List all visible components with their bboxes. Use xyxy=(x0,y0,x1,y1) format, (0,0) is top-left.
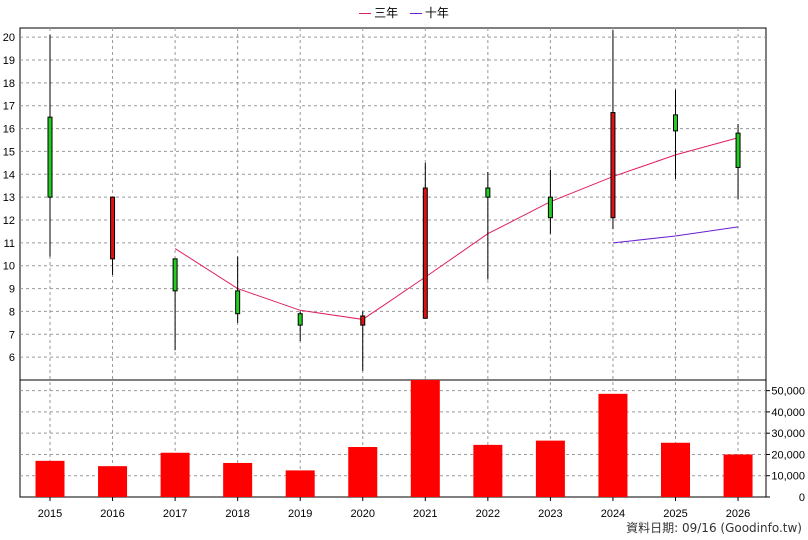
volume-bar xyxy=(285,470,315,497)
x-tick-label: 2016 xyxy=(100,508,124,520)
legend-swatch-3y xyxy=(359,13,372,14)
volume-bar xyxy=(473,444,503,497)
price-y-tick-label: 6 xyxy=(9,352,15,364)
x-tick-label: 2021 xyxy=(413,508,437,520)
candle-body xyxy=(110,196,116,260)
legend-item-10y: 十年 xyxy=(409,4,449,21)
volume-bar xyxy=(410,380,440,497)
price-y-tick-label: 7 xyxy=(9,329,15,341)
candle-body xyxy=(485,187,491,198)
price-y-tick-label: 20 xyxy=(3,32,15,44)
ma-line xyxy=(612,226,739,244)
candle-body xyxy=(360,315,366,326)
chart-legend: 三年 十年 xyxy=(0,4,808,21)
price-y-tick-label: 10 xyxy=(3,261,15,273)
legend-label-10y: 十年 xyxy=(424,6,449,20)
x-tick-label: 2022 xyxy=(476,508,500,520)
volume-bar xyxy=(98,466,128,497)
x-tick-label: 2018 xyxy=(225,508,249,520)
volume-bar xyxy=(661,442,690,497)
volume-bar xyxy=(598,393,628,497)
price-y-tick-label: 13 xyxy=(3,192,15,204)
candle-body xyxy=(673,114,678,132)
volume-bar xyxy=(160,452,190,497)
volume-y-tick-label: 10,000 xyxy=(771,471,805,483)
price-y-tick-label: 12 xyxy=(3,215,15,227)
volume-bar xyxy=(348,447,378,497)
legend-label-3y: 三年 xyxy=(374,6,399,20)
volume-bar xyxy=(35,460,65,497)
candle-body xyxy=(47,116,53,198)
candle-body xyxy=(735,132,741,168)
data-date-footer: 資料日期: 09/16 (Goodinfo.tw) xyxy=(626,521,802,535)
x-tick-label: 2023 xyxy=(538,508,562,520)
x-tick-label: 2026 xyxy=(726,508,750,520)
plot-frame xyxy=(19,27,767,498)
price-y-tick-label: 16 xyxy=(3,124,15,136)
x-tick-label: 2019 xyxy=(288,508,312,520)
volume-y-tick-label: 40,000 xyxy=(771,407,805,419)
candle-body xyxy=(172,258,178,292)
legend-swatch-10y xyxy=(409,13,422,14)
price-y-tick-label: 11 xyxy=(4,238,15,250)
x-tick-label: 2020 xyxy=(351,508,375,520)
volume-y-tick-label: 50,000 xyxy=(771,386,805,398)
volume-bar xyxy=(223,462,253,497)
price-y-tick-label: 9 xyxy=(9,284,15,296)
volume-bar xyxy=(535,440,565,497)
volume-y-tick-label: 20,000 xyxy=(771,449,805,461)
volume-y-tick-label: 30,000 xyxy=(771,428,805,440)
x-tick-label: 2015 xyxy=(38,508,62,520)
x-tick-label: 2025 xyxy=(663,508,687,520)
price-y-tick-label: 18 xyxy=(3,78,15,90)
price-y-tick-label: 19 xyxy=(3,55,15,67)
x-tick-label: 2024 xyxy=(601,508,625,520)
ma-line xyxy=(174,137,739,320)
x-tick-label: 2017 xyxy=(163,508,187,520)
price-y-tick-label: 17 xyxy=(3,101,15,113)
candle-body xyxy=(297,313,303,326)
candle-body xyxy=(547,196,553,219)
volume-bar xyxy=(723,454,753,497)
candle-body xyxy=(610,112,616,219)
legend-item-3y: 三年 xyxy=(359,4,398,21)
price-y-tick-label: 15 xyxy=(3,146,15,158)
price-y-tick-label: 14 xyxy=(3,169,15,181)
candle-body xyxy=(235,290,241,315)
price-y-tick-label: 8 xyxy=(9,306,15,318)
candle-body xyxy=(422,187,428,319)
volume-y-tick-label: 0 xyxy=(799,492,805,504)
